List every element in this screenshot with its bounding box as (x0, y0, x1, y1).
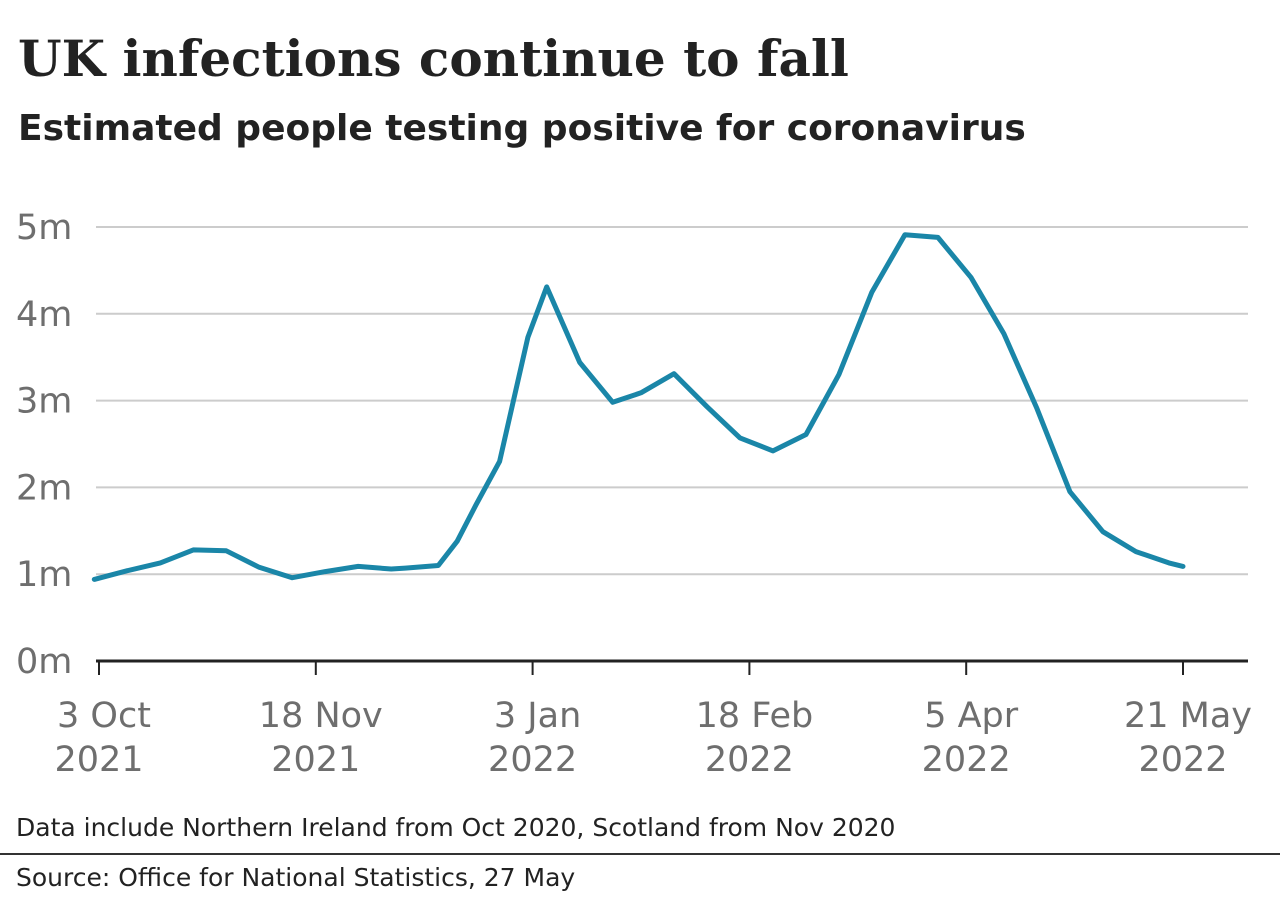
data-point (497, 459, 502, 464)
data-point (705, 404, 710, 409)
data-point (1067, 489, 1072, 494)
x-tick-label-year: 2021 (271, 740, 360, 780)
x-tick-label-day: 5 Apr (924, 696, 1019, 736)
data-point (455, 539, 460, 544)
data-point (869, 290, 874, 295)
series-line (91, 232, 1186, 582)
x-tick-label-day: 21 May (1124, 696, 1252, 736)
data-point (639, 390, 644, 395)
data-point (544, 284, 549, 289)
data-point (474, 502, 479, 507)
data-point (290, 575, 295, 580)
footer-divider (0, 853, 1280, 855)
data-point (1001, 331, 1006, 336)
y-axis-labels: 0m 1m 2m 3m 4m 5m (16, 208, 72, 682)
data-point (224, 548, 229, 553)
series-layer (91, 232, 1186, 582)
data-point (1133, 549, 1138, 554)
chart-subtitle: Estimated people testing positive for co… (18, 108, 1026, 149)
data-point (92, 577, 97, 582)
data-point (158, 560, 163, 565)
data-point (1100, 529, 1105, 534)
data-point (436, 563, 441, 568)
data-point (403, 566, 408, 571)
data-point (968, 275, 973, 280)
gridlines (96, 226, 1248, 576)
y-tick-label: 2m (16, 468, 72, 508)
data-point (577, 360, 582, 365)
data-point (738, 435, 743, 440)
y-tick-label: 0m (16, 642, 72, 682)
data-point (389, 567, 394, 572)
data-point (1166, 560, 1171, 565)
x-tick-label-year: 2021 (54, 740, 143, 780)
x-tick-label-day: 18 Nov (259, 696, 383, 736)
data-point (935, 235, 940, 240)
x-axis (96, 659, 1248, 675)
data-point (356, 564, 361, 569)
data-point (257, 565, 262, 570)
data-point (191, 547, 196, 552)
y-tick-label: 4m (16, 295, 72, 335)
data-point (771, 448, 776, 453)
data-point (610, 400, 615, 405)
data-point (902, 232, 907, 237)
data-point (1034, 406, 1039, 411)
data-point (1181, 564, 1186, 569)
y-tick-label: 1m (16, 555, 72, 595)
y-tick-label: 3m (16, 382, 72, 422)
data-point (323, 569, 328, 574)
x-tick-label-year: 2022 (922, 740, 1011, 780)
x-tick-label-day: 3 Jan (494, 696, 581, 736)
x-tick-label-year: 2022 (705, 740, 794, 780)
x-tick-label-year: 2022 (488, 740, 577, 780)
data-point (836, 372, 841, 377)
x-tick-label-day: 18 Feb (696, 696, 814, 736)
chart-title: UK infections continue to fall (18, 29, 849, 88)
data-point (525, 335, 530, 340)
data-point (804, 432, 809, 437)
data-point (125, 568, 130, 573)
y-tick-label: 5m (16, 208, 72, 248)
data-point (672, 371, 677, 376)
x-tick-label-year: 2022 (1138, 740, 1227, 780)
x-tick-label-day: 3 Oct (57, 696, 151, 736)
data-note: Data include Northern Ireland from Oct 2… (16, 813, 896, 842)
source-credit: Source: Office for National Statistics, … (16, 863, 576, 892)
